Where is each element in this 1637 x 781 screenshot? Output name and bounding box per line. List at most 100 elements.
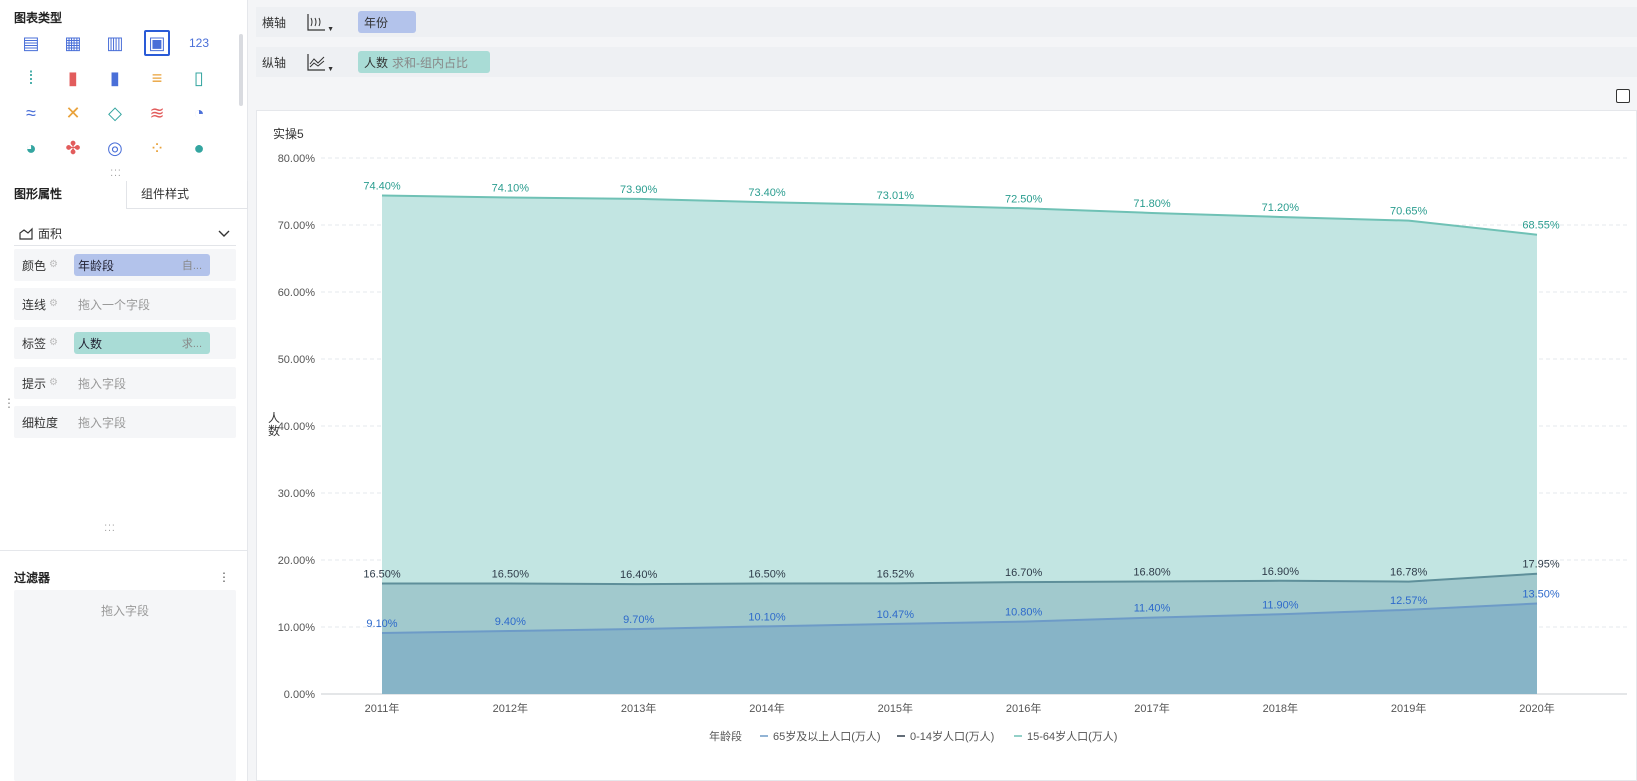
prop-label: 标签 ⚙ — [14, 335, 74, 352]
prop-label-text: 颜色 — [22, 258, 47, 273]
grouped-column-icon[interactable]: ▮ — [102, 65, 128, 91]
x-tick-label: 2019年 — [1391, 701, 1426, 715]
line-row: 连线 ⚙ 拖入一个字段 — [14, 288, 236, 320]
left-panel: 图表类型 ▤ ▦ ▥ ▣ 123 ⁞ ▮ ▮ ≡ ▯ ≈ ✕ ◇ ≋ ◔ ◕ ✤ ◎ ⁘ ● ⁚⁚⁚ 图形属性 组件样… — [0, 0, 248, 781]
table-icon[interactable]: ▤ — [18, 30, 44, 56]
kpi-number-icon[interactable]: 123 — [186, 30, 212, 56]
field-pill-sub: 求... — [181, 338, 202, 350]
bubble-chart-icon[interactable]: ● — [186, 135, 212, 161]
y-tick-label: 0.00% — [284, 689, 315, 701]
column-chart-icon[interactable]: ▮ — [60, 65, 86, 91]
chart-type-glyph: ≈ — [26, 102, 36, 123]
x-tick-label: 2017年 — [1134, 701, 1169, 715]
prop-label: 颜色 ⚙ — [14, 257, 74, 274]
prop-label: 连线 ⚙ — [14, 296, 74, 313]
drop-placeholder[interactable]: 拖入字段 — [78, 376, 127, 391]
chart-type-glyph: ● — [193, 137, 205, 158]
data-label: 68.55% — [1522, 220, 1560, 232]
chart-panel: 实操5 0.00% 10.00% 20.00% 30.00% 40.00% 50.00% 6… — [256, 110, 1637, 781]
data-label: 10.80% — [1005, 607, 1043, 619]
chart-type-glyph: ◇ — [108, 102, 122, 123]
chart-title: 实操5 — [273, 127, 304, 141]
x-tick-label: 2016年 — [1006, 701, 1041, 715]
gauge-icon[interactable]: ◔ — [186, 100, 212, 126]
axis-line-icon — [307, 54, 325, 71]
rose-chart-icon[interactable]: ✤ — [60, 135, 86, 161]
y-axis-type-button[interactable]: ▼ — [296, 49, 336, 75]
scatter-chart-icon[interactable]: ⁘ — [144, 135, 170, 161]
expand-chart-button[interactable] — [1616, 89, 1630, 103]
x-axis-field-pill[interactable]: 年份 — [358, 11, 416, 33]
filter-header: 过滤器 ⋮ — [14, 568, 236, 586]
mark-type-select[interactable]: 面积 — [14, 222, 236, 246]
filter-drop-zone[interactable]: 拖入字段 — [14, 590, 236, 781]
y-axis-field-pill[interactable]: 人数 求和-组内占比 — [358, 51, 490, 73]
filter-placeholder: 拖入字段 — [100, 604, 149, 618]
prop-label-text: 细粒度 — [22, 415, 59, 430]
data-label: 16.50% — [748, 568, 786, 580]
waterfall-icon[interactable]: ▯ — [186, 65, 212, 91]
resize-handle-bottom[interactable]: ⁚⁚⁚ — [104, 523, 116, 533]
area-chart: 0.00% 10.00% 20.00% 30.00% 40.00% 50.00% 60.00… — [268, 153, 1627, 743]
x-axis-field: 年份 — [364, 15, 389, 30]
data-label: 74.40% — [363, 181, 401, 193]
resize-handle-top[interactable]: ⁚⁚⁚ — [110, 168, 122, 178]
y-axis-title: 人 — [268, 411, 280, 425]
radar-chart-icon[interactable]: ◇ — [102, 100, 128, 126]
grouped-dot-icon[interactable]: ⁞ — [18, 65, 44, 91]
data-label: 73.40% — [748, 187, 786, 199]
data-label: 9.40% — [495, 616, 526, 628]
x-axis-type-button[interactable]: ▼ — [296, 9, 336, 35]
detail-table-icon[interactable]: ▥ — [102, 30, 128, 56]
settings-icon[interactable]: ⚙ — [49, 298, 58, 309]
side-handle-icon[interactable]: ⋮ — [3, 396, 15, 410]
multi-line-icon[interactable]: ✕ — [60, 100, 86, 126]
chart-types-title: 图表类型 — [14, 11, 63, 25]
data-label: 11.90% — [1262, 599, 1299, 611]
custom-chart-icon[interactable]: ▣ — [144, 30, 170, 56]
drop-placeholder[interactable]: 拖入一个字段 — [78, 297, 151, 312]
data-label: 17.95% — [1522, 559, 1560, 571]
data-label: 73.01% — [877, 190, 915, 202]
tab-graphic-properties[interactable]: 图形属性 — [0, 181, 126, 209]
area-chart-icon[interactable]: ≋ — [144, 100, 170, 126]
data-label: 10.47% — [877, 609, 915, 621]
y-tick-label: 30.00% — [278, 488, 316, 500]
field-pill[interactable]: 人数 求... — [74, 332, 210, 354]
legend-title: 年龄段 — [709, 729, 742, 743]
y-tick-label: 50.00% — [278, 354, 316, 366]
tab-component-style[interactable]: 组件样式 — [126, 181, 248, 209]
bar-chart-icon[interactable]: ≡ — [144, 65, 170, 91]
chart-type-glyph: ◎ — [107, 137, 123, 158]
prop-label-text: 连线 — [22, 297, 47, 312]
series-line-s014 — [382, 572, 1538, 586]
y-tick-label: 10.00% — [278, 622, 316, 634]
pie-chart-icon[interactable]: ◕ — [18, 135, 44, 161]
line-chart-icon[interactable]: ≈ — [18, 100, 44, 126]
chart-types-scrollbar[interactable] — [239, 34, 243, 106]
data-label: 11.40% — [1134, 603, 1171, 615]
series-line-s65 — [381, 602, 1538, 635]
field-pill[interactable]: 年龄段 自... — [74, 254, 210, 276]
data-label: 13.50% — [1522, 589, 1560, 601]
settings-icon[interactable]: ⚙ — [49, 259, 58, 270]
chart-type-glyph: ◔ — [193, 102, 205, 123]
drop-placeholder[interactable]: 拖入字段 — [78, 415, 127, 430]
caret-down-icon: ▼ — [327, 66, 334, 73]
chart-type-glyph: ⁘ — [149, 137, 165, 158]
data-label: 10.10% — [748, 611, 786, 623]
data-label: 12.57% — [1390, 595, 1428, 607]
data-label: 16.52% — [877, 568, 915, 580]
legend-entry: 15-64岁人口(万人) — [1027, 729, 1117, 743]
field-pill-name: 人数 — [78, 336, 103, 351]
cross-table-icon[interactable]: ▦ — [60, 30, 86, 56]
data-label: 9.70% — [623, 614, 654, 626]
series-line-s6514 — [381, 194, 1538, 236]
settings-icon[interactable]: ⚙ — [49, 377, 58, 388]
filter-menu-icon[interactable]: ⋮ — [218, 570, 230, 584]
donut-chart-icon[interactable]: ◎ — [102, 135, 128, 161]
field-pill-sub: 自... — [181, 260, 202, 272]
settings-icon[interactable]: ⚙ — [49, 337, 58, 348]
chart-type-glyph: ▯ — [194, 67, 204, 88]
data-label: 74.10% — [492, 183, 530, 195]
